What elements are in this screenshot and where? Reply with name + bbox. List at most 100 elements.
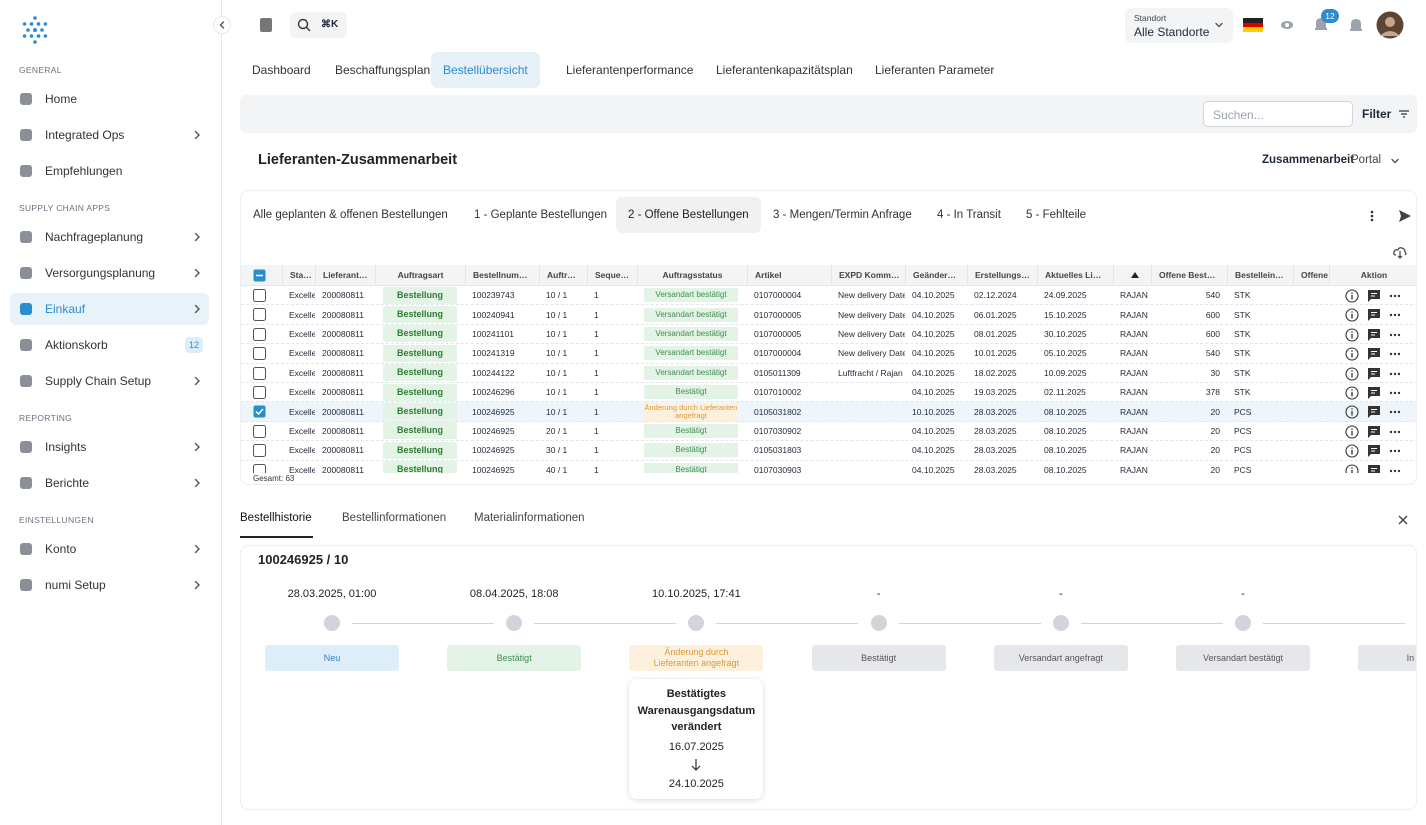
- nav-item[interactable]: Integrated Ops: [10, 119, 209, 151]
- nav-item[interactable]: Versorgungsplanung: [10, 257, 209, 289]
- order-tab[interactable]: Alle geplanten & offenen Bestellungen: [253, 197, 448, 233]
- order-tab[interactable]: 2 - Offene Bestellungen: [616, 197, 761, 233]
- column-header[interactable]: Geänder…: [905, 265, 967, 285]
- nav-item[interactable]: Konto: [10, 533, 209, 565]
- comment-icon[interactable]: [1367, 425, 1381, 439]
- table-row[interactable]: Excellent200080811Bestellung10024692510 …: [241, 402, 1417, 421]
- info-icon[interactable]: [1345, 425, 1359, 439]
- row-menu-icon[interactable]: [1388, 425, 1402, 439]
- info-icon[interactable]: [1345, 367, 1359, 381]
- info-icon[interactable]: [1345, 386, 1359, 400]
- column-header[interactable]: Bestellnum…: [465, 265, 539, 285]
- row-menu-icon[interactable]: [1388, 405, 1402, 419]
- row-menu-icon[interactable]: [1388, 386, 1402, 400]
- row-checkbox[interactable]: [253, 308, 266, 321]
- row-menu-icon[interactable]: [1388, 308, 1402, 322]
- comment-icon[interactable]: [1367, 444, 1381, 458]
- search-input[interactable]: Suchen...: [1203, 101, 1353, 127]
- more-icon[interactable]: [1367, 209, 1377, 223]
- nav-item[interactable]: Empfehlungen: [10, 155, 209, 187]
- table-row[interactable]: Excellent200080811Bestellung10024692530 …: [241, 441, 1417, 460]
- detail-tab[interactable]: Bestellhistorie: [240, 512, 313, 538]
- comment-icon[interactable]: [1367, 328, 1381, 342]
- nav-item[interactable]: Supply Chain Setup: [10, 365, 209, 397]
- row-checkbox[interactable]: [253, 405, 266, 418]
- book-icon[interactable]: [259, 17, 273, 33]
- eye-icon[interactable]: [1280, 19, 1294, 31]
- page-tab[interactable]: Lieferantenkapazitätsplan: [716, 52, 853, 88]
- row-checkbox[interactable]: [253, 347, 266, 360]
- nav-item[interactable]: Insights: [10, 431, 209, 463]
- info-icon[interactable]: [1345, 405, 1359, 419]
- column-header[interactable]: Offene Best…: [1151, 265, 1227, 285]
- nav-item[interactable]: Home: [10, 83, 209, 115]
- row-menu-icon[interactable]: [1388, 347, 1402, 361]
- table-row[interactable]: Excellent200080811Bestellung10024412210 …: [241, 364, 1417, 383]
- filter-button[interactable]: Filter: [1358, 101, 1416, 127]
- row-checkbox[interactable]: [253, 289, 266, 302]
- bell-icon[interactable]: [1348, 17, 1364, 33]
- info-icon[interactable]: [1345, 347, 1359, 361]
- order-tab[interactable]: 5 - Fehlteile: [1026, 197, 1086, 233]
- comment-icon[interactable]: [1367, 308, 1381, 322]
- table-row[interactable]: Excellent200080811Bestellung10024131910 …: [241, 344, 1417, 363]
- page-tab[interactable]: Lieferanten Parameter: [875, 52, 994, 88]
- order-tab[interactable]: 4 - In Transit: [937, 197, 1001, 233]
- column-header[interactable]: Lieferant…: [315, 265, 375, 285]
- close-icon[interactable]: [1397, 514, 1409, 526]
- row-checkbox[interactable]: [253, 425, 266, 438]
- row-checkbox[interactable]: [253, 444, 266, 457]
- location-select[interactable]: StandortAlle Standorte: [1125, 8, 1233, 43]
- row-menu-icon[interactable]: [1388, 289, 1402, 303]
- nav-item[interactable]: Berichte: [10, 467, 209, 499]
- column-header[interactable]: Bestellein…: [1227, 265, 1293, 285]
- column-header[interactable]: Sta…: [282, 265, 315, 285]
- table-row[interactable]: Excellent200080811Bestellung10024692540 …: [241, 461, 1417, 473]
- table-row[interactable]: Excellent200080811Bestellung10024110110 …: [241, 325, 1417, 344]
- info-icon[interactable]: [1345, 464, 1359, 473]
- column-header[interactable]: [1113, 265, 1151, 285]
- nav-item[interactable]: Einkauf: [10, 293, 209, 325]
- row-checkbox[interactable]: [253, 367, 266, 380]
- row-checkbox[interactable]: [253, 464, 266, 473]
- page-tab[interactable]: Bestellübersicht: [431, 52, 540, 88]
- column-header[interactable]: Aktuelles Li…: [1037, 265, 1113, 285]
- column-header[interactable]: Artikel: [747, 265, 831, 285]
- page-tab[interactable]: Beschaffungsplan: [335, 52, 430, 88]
- column-header[interactable]: Auftragsstatus: [637, 265, 747, 285]
- row-checkbox[interactable]: [253, 386, 266, 399]
- comment-icon[interactable]: [1367, 289, 1381, 303]
- comment-icon[interactable]: [1367, 464, 1381, 473]
- nav-item[interactable]: Nachfrageplanung: [10, 221, 209, 253]
- mode-value[interactable]: Portal: [1351, 154, 1381, 166]
- table-row[interactable]: Excellent200080811Bestellung10024094110 …: [241, 305, 1417, 324]
- page-tab[interactable]: Lieferantenperformance: [566, 52, 693, 88]
- comment-icon[interactable]: [1367, 386, 1381, 400]
- page-tab[interactable]: Dashboard: [252, 52, 311, 88]
- order-tab[interactable]: 3 - Mengen/Termin Anfrage: [773, 197, 912, 233]
- row-menu-icon[interactable]: [1388, 367, 1402, 381]
- column-header[interactable]: EXPD Komm…: [831, 265, 905, 285]
- column-header[interactable]: Aktion: [1329, 265, 1417, 285]
- nav-item[interactable]: numi Setup: [10, 569, 209, 601]
- header-checkbox[interactable]: [253, 269, 266, 282]
- flag[interactable]: [1243, 18, 1263, 32]
- row-checkbox[interactable]: [253, 328, 266, 341]
- column-header[interactable]: Auftr…: [539, 265, 587, 285]
- column-header[interactable]: Seque…: [587, 265, 637, 285]
- detail-tab[interactable]: Materialinformationen: [474, 512, 585, 538]
- column-header[interactable]: Erstellungs…: [967, 265, 1037, 285]
- info-icon[interactable]: [1345, 308, 1359, 322]
- row-menu-icon[interactable]: [1388, 444, 1402, 458]
- comment-icon[interactable]: [1367, 367, 1381, 381]
- order-tab[interactable]: 1 - Geplante Bestellungen: [474, 197, 607, 233]
- nav-item[interactable]: Aktionskorb12: [10, 329, 209, 361]
- table-row[interactable]: Excellent200080811Bestellung10024629610 …: [241, 383, 1417, 402]
- download-icon[interactable]: [1393, 245, 1407, 259]
- chevron[interactable]: [1389, 155, 1401, 167]
- column-header[interactable]: Offene: [1293, 265, 1329, 285]
- comment-icon[interactable]: [1367, 347, 1381, 361]
- info-icon[interactable]: [1345, 289, 1359, 303]
- table-row[interactable]: Excellent200080811Bestellung10024692520 …: [241, 422, 1417, 441]
- avatar[interactable]: [1376, 11, 1404, 39]
